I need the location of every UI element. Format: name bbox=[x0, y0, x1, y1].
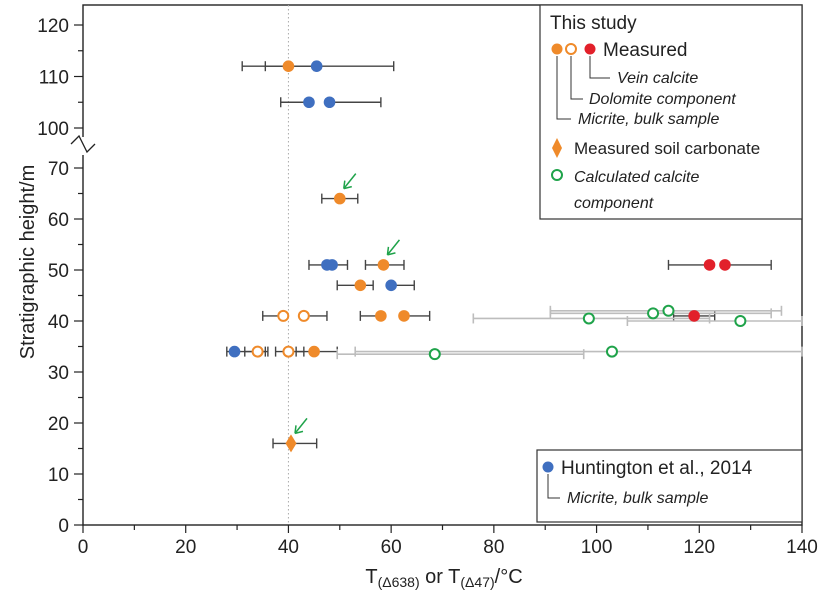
y-tick-label: 30 bbox=[48, 363, 69, 384]
y-tick-label: 120 bbox=[37, 16, 69, 37]
data-point bbox=[377, 259, 390, 271]
data-point bbox=[228, 345, 241, 358]
data-point bbox=[428, 348, 441, 361]
x-tick-label: 120 bbox=[683, 537, 715, 558]
y-tick-label: 110 bbox=[39, 68, 69, 89]
x-title-unit: /°C bbox=[495, 566, 523, 588]
pointer-arrow bbox=[343, 173, 357, 190]
data-point bbox=[333, 192, 346, 205]
x-tick-label: 60 bbox=[381, 537, 402, 558]
chart-marks bbox=[226, 60, 803, 453]
data-point bbox=[385, 279, 397, 292]
legend-soil-label: Measured soil carbonate bbox=[574, 139, 760, 158]
y-tick-label: 40 bbox=[48, 312, 69, 333]
legend-this-study: This study Measured Vein calcite Dolomit… bbox=[539, 4, 803, 220]
data-point bbox=[277, 309, 290, 322]
data-point bbox=[375, 310, 387, 322]
data-point bbox=[308, 345, 320, 358]
y-tick-label: 0 bbox=[58, 516, 69, 537]
legend-calc-label-1: Calculated calcite bbox=[574, 169, 700, 186]
x-tick-label: 0 bbox=[78, 537, 89, 558]
data-point bbox=[647, 307, 660, 320]
legend-micrite-label: Micrite, bulk sample bbox=[578, 111, 719, 128]
x-tick-label: 140 bbox=[786, 537, 818, 558]
y-tick-label: 70 bbox=[48, 159, 69, 180]
data-point bbox=[282, 60, 295, 72]
legend2-leader bbox=[547, 474, 560, 499]
legend-dolomite-label: Dolomite component bbox=[589, 91, 736, 108]
x-title-sub2: (Δ47) bbox=[460, 574, 494, 590]
legend-calc-label-2: component bbox=[574, 195, 654, 212]
data-point bbox=[398, 310, 410, 322]
x-title-main: T bbox=[365, 566, 377, 588]
data-point bbox=[354, 279, 367, 292]
legend-vein-leader bbox=[589, 56, 610, 79]
y-axis-title: Stratigraphic height/m bbox=[17, 165, 39, 360]
data-point bbox=[703, 259, 716, 271]
legend2-marker bbox=[542, 461, 554, 473]
legend2-box bbox=[536, 449, 803, 523]
data-point bbox=[326, 259, 338, 271]
data-point bbox=[582, 312, 595, 325]
pointer-arrow-head bbox=[386, 246, 396, 256]
data-point bbox=[688, 310, 700, 322]
data-point bbox=[605, 345, 618, 358]
legend-micrite-marker bbox=[551, 43, 563, 55]
legend-measured: Measured bbox=[603, 40, 688, 61]
data-point bbox=[303, 96, 315, 109]
axes: 0 20 40 60 80 100 120 140 0 10 20 30 40 50 60 70 100 110 1… bbox=[37, 4, 818, 558]
axis-break-zigzag bbox=[70, 134, 96, 154]
legend2-sub: Micrite, bulk sample bbox=[567, 490, 708, 507]
legend2-label: Huntington et al., 2014 bbox=[561, 458, 753, 479]
data-point bbox=[323, 96, 336, 109]
data-point bbox=[662, 304, 675, 317]
y-tick-label: 10 bbox=[48, 465, 69, 486]
legend-micrite-leader bbox=[556, 56, 571, 120]
data-point bbox=[285, 434, 297, 453]
x-axis-title: T(Δ638) or T(Δ47)/°C bbox=[365, 566, 522, 590]
data-point bbox=[310, 60, 323, 72]
pointer-arrow-head bbox=[343, 180, 352, 190]
pointer-arrow-head bbox=[294, 425, 304, 435]
pointer-arrow bbox=[294, 417, 308, 434]
y-tick-label: 60 bbox=[48, 210, 69, 231]
data-point bbox=[719, 259, 731, 271]
y-tick-label: 50 bbox=[48, 261, 69, 282]
legend-soil-marker bbox=[552, 138, 562, 158]
data-point bbox=[297, 309, 310, 322]
legend-box bbox=[539, 4, 803, 220]
legend-dolomite-leader bbox=[570, 56, 583, 100]
x-tick-label: 80 bbox=[483, 537, 504, 558]
y-tick-label: 100 bbox=[37, 119, 69, 140]
data-point bbox=[734, 315, 747, 327]
pointer-arrow bbox=[386, 239, 401, 256]
data-point bbox=[251, 345, 264, 358]
legend-heading: This study bbox=[550, 13, 637, 34]
x-tick-label: 40 bbox=[278, 537, 299, 558]
x-title-mid: or T bbox=[420, 566, 461, 588]
x-tick-label: 20 bbox=[175, 537, 196, 558]
x-tick-label: 100 bbox=[581, 537, 613, 558]
legend-huntington: Huntington et al., 2014 Micrite, bulk sa… bbox=[536, 449, 803, 523]
y-tick-label: 20 bbox=[48, 414, 69, 435]
legend-dolomite-marker bbox=[565, 43, 577, 55]
legend-calc-marker bbox=[551, 169, 563, 181]
data-point bbox=[282, 345, 295, 358]
legend-vein-label: Vein calcite bbox=[617, 70, 698, 87]
legend-vein-marker bbox=[584, 43, 596, 55]
x-title-sub1: (Δ638) bbox=[378, 574, 420, 590]
